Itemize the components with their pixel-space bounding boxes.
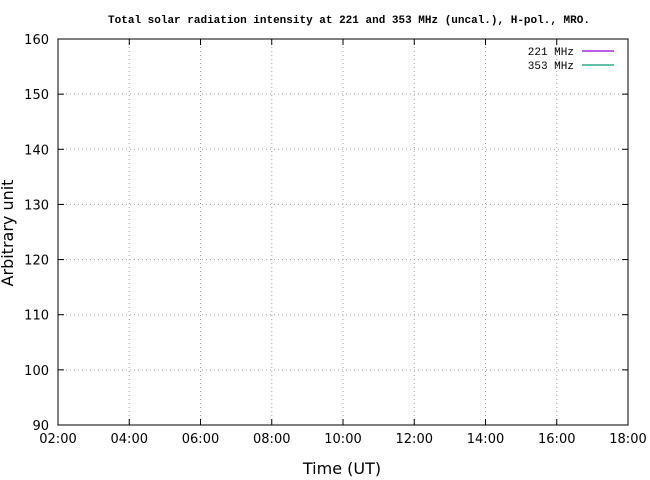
x-tick-label: 12:00 (396, 432, 433, 447)
grid (58, 39, 628, 425)
legend-label: 221 MHz (528, 47, 574, 59)
x-tick-label: 14:00 (467, 432, 504, 447)
chart-title: Total solar radiation intensity at 221 a… (108, 15, 590, 27)
x-tick-label: 18:00 (609, 432, 646, 447)
x-tick-label: 16:00 (538, 432, 575, 447)
y-tick-label: 130 (24, 198, 49, 213)
x-tick-label: 02:00 (39, 432, 76, 447)
legend-label: 353 MHz (528, 61, 574, 73)
y-axis-ticks: 90 100 110 120 130 140 150 160 (24, 33, 628, 434)
y-tick-label: 150 (24, 88, 49, 103)
y-tick-label: 110 (24, 309, 49, 324)
y-tick-label: 100 (24, 364, 49, 379)
x-axis-ticks: 02:00 04:00 06:00 08:00 10:00 12:00 14:00 16:00… (39, 39, 647, 447)
y-tick-label: 160 (24, 33, 49, 48)
x-axis-label: Time (UT) (302, 459, 381, 478)
plot-frame (57, 38, 629, 426)
y-tick-label: 140 (24, 143, 49, 158)
y-axis-label: Arbitrary unit (0, 180, 17, 287)
x-tick-label: 10:00 (324, 432, 361, 447)
y-tick-label: 90 (32, 419, 49, 434)
x-tick-label: 06:00 (182, 432, 219, 447)
legend: 221 MHz 353 MHz (528, 47, 614, 73)
x-tick-label: 08:00 (253, 432, 290, 447)
x-tick-label: 04:00 (111, 432, 148, 447)
y-tick-label: 120 (24, 254, 49, 269)
